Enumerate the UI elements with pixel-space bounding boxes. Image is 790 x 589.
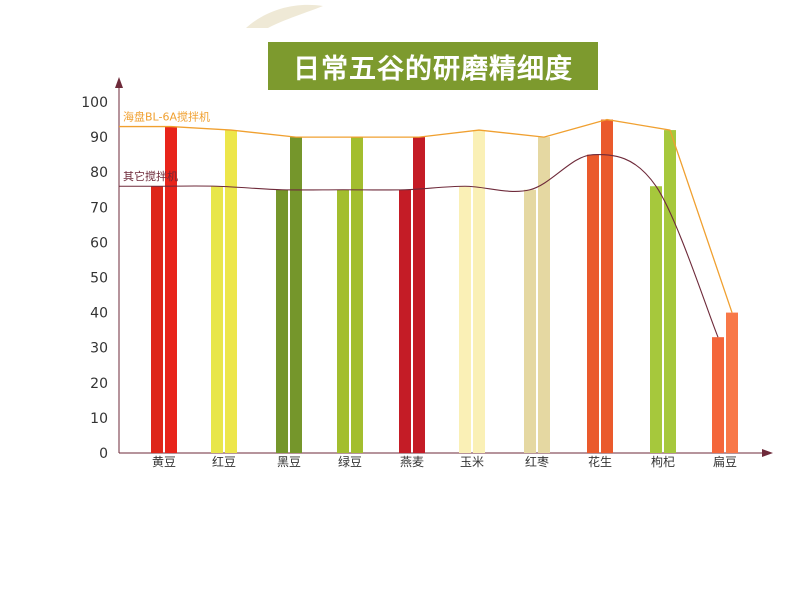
- decorative-swoosh: [238, 0, 328, 30]
- x-tick-label: 绿豆: [338, 454, 362, 469]
- chart-bars: [151, 119, 738, 454]
- legend-other: 其它搅拌机: [123, 169, 178, 183]
- x-tick-label: 红豆: [212, 454, 236, 469]
- chart-title-banner: 日常五谷的研磨精细度: [268, 42, 598, 90]
- bar-other-3: [337, 189, 349, 453]
- y-tick-label: 100: [81, 95, 108, 111]
- bar-haipan-7: [601, 119, 613, 454]
- x-axis-arrow: [762, 449, 773, 457]
- bar-haipan-4: [413, 137, 425, 453]
- x-tick-label: 玉米: [460, 455, 484, 469]
- bar-other-1: [211, 186, 223, 454]
- line-haipan: [119, 118, 733, 313]
- x-tick-label: 燕麦: [400, 455, 424, 469]
- y-tick-label: 20: [90, 376, 108, 392]
- bar-haipan-3: [351, 137, 363, 453]
- bar-haipan-9: [726, 312, 738, 453]
- bar-haipan-1: [225, 130, 237, 453]
- chart-lines: [119, 118, 733, 338]
- x-tick-label: 枸杞: [651, 454, 675, 469]
- bar-other-8: [650, 186, 662, 454]
- x-tick-label: 黑豆: [277, 455, 301, 469]
- bar-haipan-2: [290, 137, 302, 453]
- x-tick-label: 黄豆: [152, 455, 176, 469]
- x-tick-label: 花生: [588, 454, 612, 469]
- y-tick-label: 30: [90, 341, 108, 357]
- y-tick-label: 50: [90, 271, 108, 287]
- line-other: [119, 154, 719, 338]
- bar-other-7: [587, 154, 599, 453]
- bar-haipan-8: [664, 130, 676, 453]
- y-tick-label: 60: [90, 235, 108, 251]
- y-tick-label: 80: [90, 165, 108, 181]
- bar-other-0: [151, 186, 163, 454]
- y-tick-label: 90: [90, 130, 108, 146]
- bar-other-4: [399, 189, 411, 453]
- bar-haipan-6: [538, 137, 550, 453]
- y-tick-label: 10: [90, 411, 108, 427]
- y-tick-label: 70: [90, 200, 108, 216]
- x-tick-label: 扁豆: [713, 455, 737, 469]
- bar-other-5: [459, 186, 471, 454]
- bar-other-2: [276, 189, 288, 453]
- chart-labels: 0 10 20 30 40 50 60 70 80 90 100 黄豆 红豆 黑豆 绿豆 燕麦 玉米 红枣 花生 枸杞…: [81, 95, 737, 469]
- bar-other-6: [524, 189, 536, 453]
- x-tick-label: 红枣: [525, 454, 549, 469]
- bar-haipan-0: [165, 126, 177, 453]
- bar-other-9: [712, 337, 724, 453]
- y-tick-label: 0: [99, 446, 108, 462]
- y-axis-arrow: [115, 77, 123, 88]
- legend-haipan: 海盘BL-6A搅拌机: [123, 110, 210, 124]
- y-tick-label: 40: [90, 306, 108, 322]
- bar-haipan-5: [473, 130, 485, 453]
- chart-title: 日常五谷的研磨精细度: [293, 53, 573, 85]
